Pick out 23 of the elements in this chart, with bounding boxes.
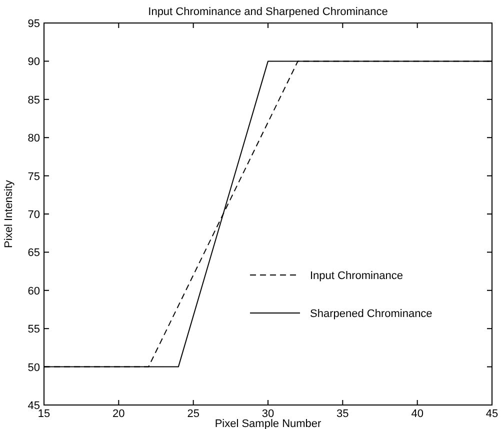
y-tick-label: 45 <box>28 400 40 412</box>
x-tick-label: 30 <box>262 408 274 420</box>
x-tick-label: 45 <box>486 408 498 420</box>
y-tick-label: 70 <box>28 209 40 221</box>
y-tick-label: 75 <box>28 170 40 183</box>
x-tick-label: 15 <box>38 408 50 420</box>
x-tick-label: 25 <box>187 408 200 420</box>
x-tick-label: 20 <box>112 408 125 420</box>
legend-label: Sharpened Chrominance <box>310 308 432 320</box>
y-tick-label: 60 <box>28 285 40 298</box>
y-tick-label: 50 <box>28 362 40 374</box>
x-axis-title: Pixel Sample Number <box>214 418 322 429</box>
y-axis-title: Pixel Intensity <box>3 180 15 248</box>
y-tick-label: 80 <box>28 132 40 145</box>
y-tick-label: 55 <box>28 324 40 336</box>
y-tick-label: 90 <box>28 56 40 68</box>
legend-label: Input Chrominance <box>310 270 403 282</box>
y-tick-label: 65 <box>28 247 40 260</box>
y-tick-label: 85 <box>28 94 40 106</box>
x-tick-label: 40 <box>411 408 424 420</box>
chart-title: Input Chrominance and Sharpened Chrominance <box>148 6 388 18</box>
x-tick-label: 35 <box>336 408 349 420</box>
y-tick-label: 95 <box>28 18 40 30</box>
